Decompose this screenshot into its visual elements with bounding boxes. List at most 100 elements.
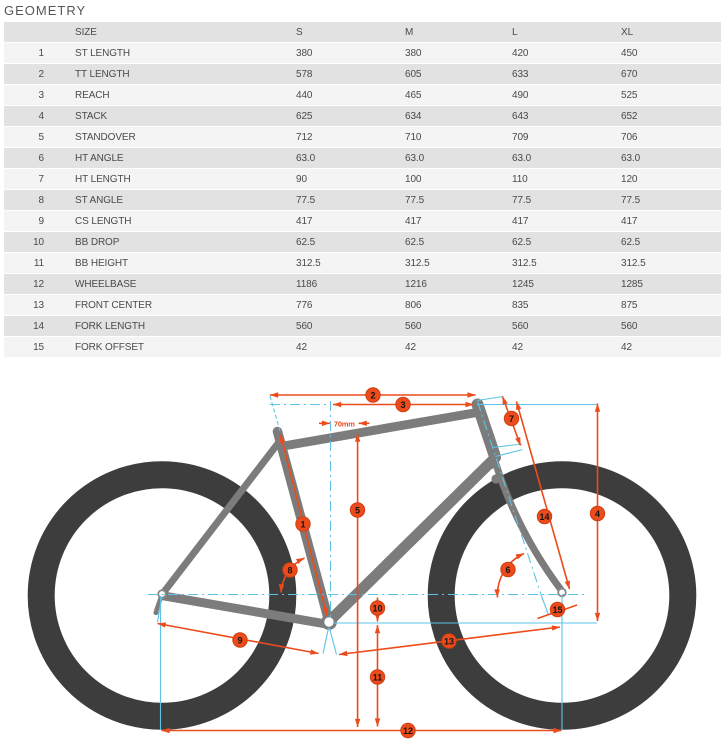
- value-l: 633: [512, 64, 621, 85]
- dim-14-fork-length: [515, 401, 571, 590]
- seat-tube-extension: [269, 395, 281, 432]
- table-row: 1 ST LENGTH 380 380 420 450: [4, 43, 721, 64]
- badge-10: 10: [369, 600, 386, 616]
- table-row: 13 FRONT CENTER 776 806 835 875: [4, 295, 721, 316]
- value-s: 312.5: [296, 253, 405, 274]
- value-l: 709: [512, 127, 621, 148]
- dim-15-fork-offset-a: [537, 612, 554, 620]
- value-s: 62.5: [296, 232, 405, 253]
- row-number: 5: [4, 127, 44, 148]
- value-xl: 42: [621, 337, 721, 358]
- value-m: 62.5: [405, 232, 512, 253]
- row-number: 8: [4, 190, 44, 211]
- svg-text:10: 10: [372, 603, 382, 613]
- bottom-bracket: [321, 614, 337, 630]
- value-s: 42: [296, 337, 405, 358]
- value-xl: 312.5: [621, 253, 721, 274]
- svg-text:11: 11: [373, 672, 383, 682]
- value-s: 63.0: [296, 148, 405, 169]
- row-label: BB DROP: [44, 232, 296, 253]
- row-number: 2: [4, 64, 44, 85]
- seatstay: [160, 440, 281, 596]
- value-xl: 63.0: [621, 148, 721, 169]
- row-number: 11: [4, 253, 44, 274]
- value-xl: 450: [621, 43, 721, 64]
- value-m: 710: [405, 127, 512, 148]
- svg-text:2: 2: [370, 390, 375, 400]
- row-number: 13: [4, 295, 44, 316]
- badge-13: 13: [441, 633, 457, 649]
- value-m: 806: [405, 295, 512, 316]
- svg-text:13: 13: [444, 636, 454, 646]
- svg-text:8: 8: [287, 565, 292, 575]
- value-xl: 77.5: [621, 190, 721, 211]
- svg-text:14: 14: [539, 512, 549, 522]
- table-row: 9 CS LENGTH 417 417 417 417: [4, 211, 721, 232]
- badge-5: 5: [349, 502, 366, 518]
- value-m: 100: [405, 169, 512, 190]
- table-row: 6 HT ANGLE 63.0 63.0 63.0 63.0: [4, 148, 721, 169]
- header-xl: XL: [621, 22, 721, 43]
- value-s: 578: [296, 64, 405, 85]
- value-m: 77.5: [405, 190, 512, 211]
- value-m: 63.0: [405, 148, 512, 169]
- value-s: 625: [296, 106, 405, 127]
- value-xl: 670: [621, 64, 721, 85]
- badge-1: 1: [295, 516, 311, 532]
- header-m: M: [405, 22, 512, 43]
- svg-text:12: 12: [403, 726, 413, 736]
- row-label: REACH: [44, 85, 296, 106]
- fork-shoulder: [491, 474, 501, 484]
- svg-text:6: 6: [505, 565, 510, 575]
- badge-14: 14: [536, 508, 553, 525]
- svg-text:7: 7: [509, 414, 514, 424]
- value-l: 63.0: [512, 148, 621, 169]
- table-row: 12 WHEELBASE 1186 1216 1245 1285: [4, 274, 721, 295]
- value-xl: 1285: [621, 274, 721, 295]
- table-row: 10 BB DROP 62.5 62.5 62.5 62.5: [4, 232, 721, 253]
- value-m: 312.5: [405, 253, 512, 274]
- row-number: 7: [4, 169, 44, 190]
- bike-geometry-diagram: 70mm 1 2 3 4 5 6 7 8 9 10 11 12 13 14 15: [27, 387, 697, 739]
- row-number: 10: [4, 232, 44, 253]
- table-row: 2 TT LENGTH 578 605 633 670: [4, 64, 721, 85]
- ht-top-tick: [476, 395, 504, 402]
- chainstay: [159, 591, 334, 629]
- fork-crown: [485, 458, 496, 470]
- badge-7: 7: [503, 410, 520, 427]
- geometry-table: SIZE S M L XL 1 ST LENGTH 380 380 420 45…: [4, 22, 721, 358]
- row-number: 9: [4, 211, 44, 232]
- row-label: TT LENGTH: [44, 64, 296, 85]
- value-s: 1186: [296, 274, 405, 295]
- value-l: 560: [512, 316, 621, 337]
- badge-6: 6: [500, 561, 516, 578]
- page-title: GEOMETRY: [4, 3, 87, 18]
- table-row: 7 HT LENGTH 90 100 110 120: [4, 169, 721, 190]
- svg-text:4: 4: [595, 509, 600, 519]
- front-axle: [557, 587, 567, 598]
- value-xl: 525: [621, 85, 721, 106]
- svg-text:5: 5: [355, 505, 360, 515]
- row-label: HT LENGTH: [44, 169, 296, 190]
- value-m: 560: [405, 316, 512, 337]
- value-m: 1216: [405, 274, 512, 295]
- badges: 1 2 3 4 5 6 7 8 9 10 11 12 13 14 15: [232, 387, 606, 739]
- header-s: S: [296, 22, 405, 43]
- row-label: CS LENGTH: [44, 211, 296, 232]
- header-row: SIZE S M L XL: [4, 22, 721, 43]
- svg-text:1: 1: [300, 519, 305, 529]
- badge-11: 11: [369, 669, 386, 685]
- value-xl: 120: [621, 169, 721, 190]
- value-m: 465: [405, 85, 512, 106]
- value-l: 62.5: [512, 232, 621, 253]
- value-l: 42: [512, 337, 621, 358]
- derailleur-pulley: [153, 609, 159, 616]
- value-l: 835: [512, 295, 621, 316]
- value-s: 712: [296, 127, 405, 148]
- value-l: 77.5: [512, 190, 621, 211]
- table-body: 1 ST LENGTH 380 380 420 450 2 TT LENGTH …: [4, 43, 721, 358]
- value-m: 634: [405, 106, 512, 127]
- header-num: [4, 22, 44, 43]
- table-row: 5 STANDOVER 712 710 709 706: [4, 127, 721, 148]
- value-s: 417: [296, 211, 405, 232]
